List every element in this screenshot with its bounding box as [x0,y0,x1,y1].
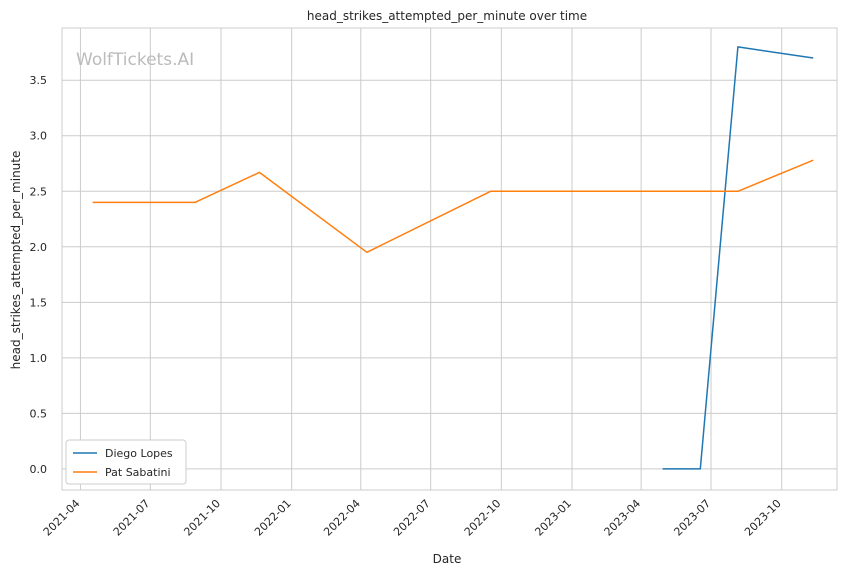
x-tick-label: 2021-04 [41,497,83,539]
x-axis-label: Date [433,552,462,566]
series-line-diego-lopes [662,46,814,470]
x-tick-label: 2022-01 [252,497,294,539]
plot-area [61,27,838,491]
y-tick-label: 2.0 [30,241,48,254]
y-tick-label: 1.0 [30,352,48,365]
chart-title: head_strikes_attempted_per_minute over t… [307,9,587,23]
legend-box [65,439,187,485]
x-tick-label: 2022-04 [321,497,363,539]
x-tick-label: 2022-10 [462,497,504,539]
x-tick-label: 2021-07 [111,497,153,539]
x-tick-label: 2023-10 [742,497,784,539]
y-axis-label: head_strikes_attempted_per_minute [9,151,23,370]
x-tick-label: 2023-04 [602,497,644,539]
x-tick-label: 2022-07 [391,497,433,539]
x-tick-label: 2023-01 [532,497,574,539]
series-line-pat-sabatini [92,159,814,254]
y-tick-label: 3.5 [30,74,48,87]
y-tick-label: 0.5 [30,407,48,420]
y-tick-label: 2.5 [30,185,48,198]
y-tick-labels: 0.0 0.5 1.0 1.5 2.0 2.5 3.0 3.5 [30,74,48,476]
legend-label-diego-lopes: Diego Lopes [105,447,173,460]
series-lines [92,46,814,470]
y-tick-label: 1.5 [30,296,48,309]
y-tick-label: 0.0 [30,463,48,476]
watermark: WolfTickets.AI [76,50,194,70]
x-tick-label: 2021-10 [181,497,223,539]
x-tick-labels: 2021-04 2021-07 2021-10 2022-01 2022-04 2022-… [41,497,784,539]
y-tick-label: 3.0 [30,130,48,143]
legend-label-pat-sabatini: Pat Sabatini [105,466,171,479]
grid [62,28,837,490]
legend: Diego Lopes Pat Sabatini [65,439,187,485]
x-tick-label: 2023-07 [671,497,713,539]
